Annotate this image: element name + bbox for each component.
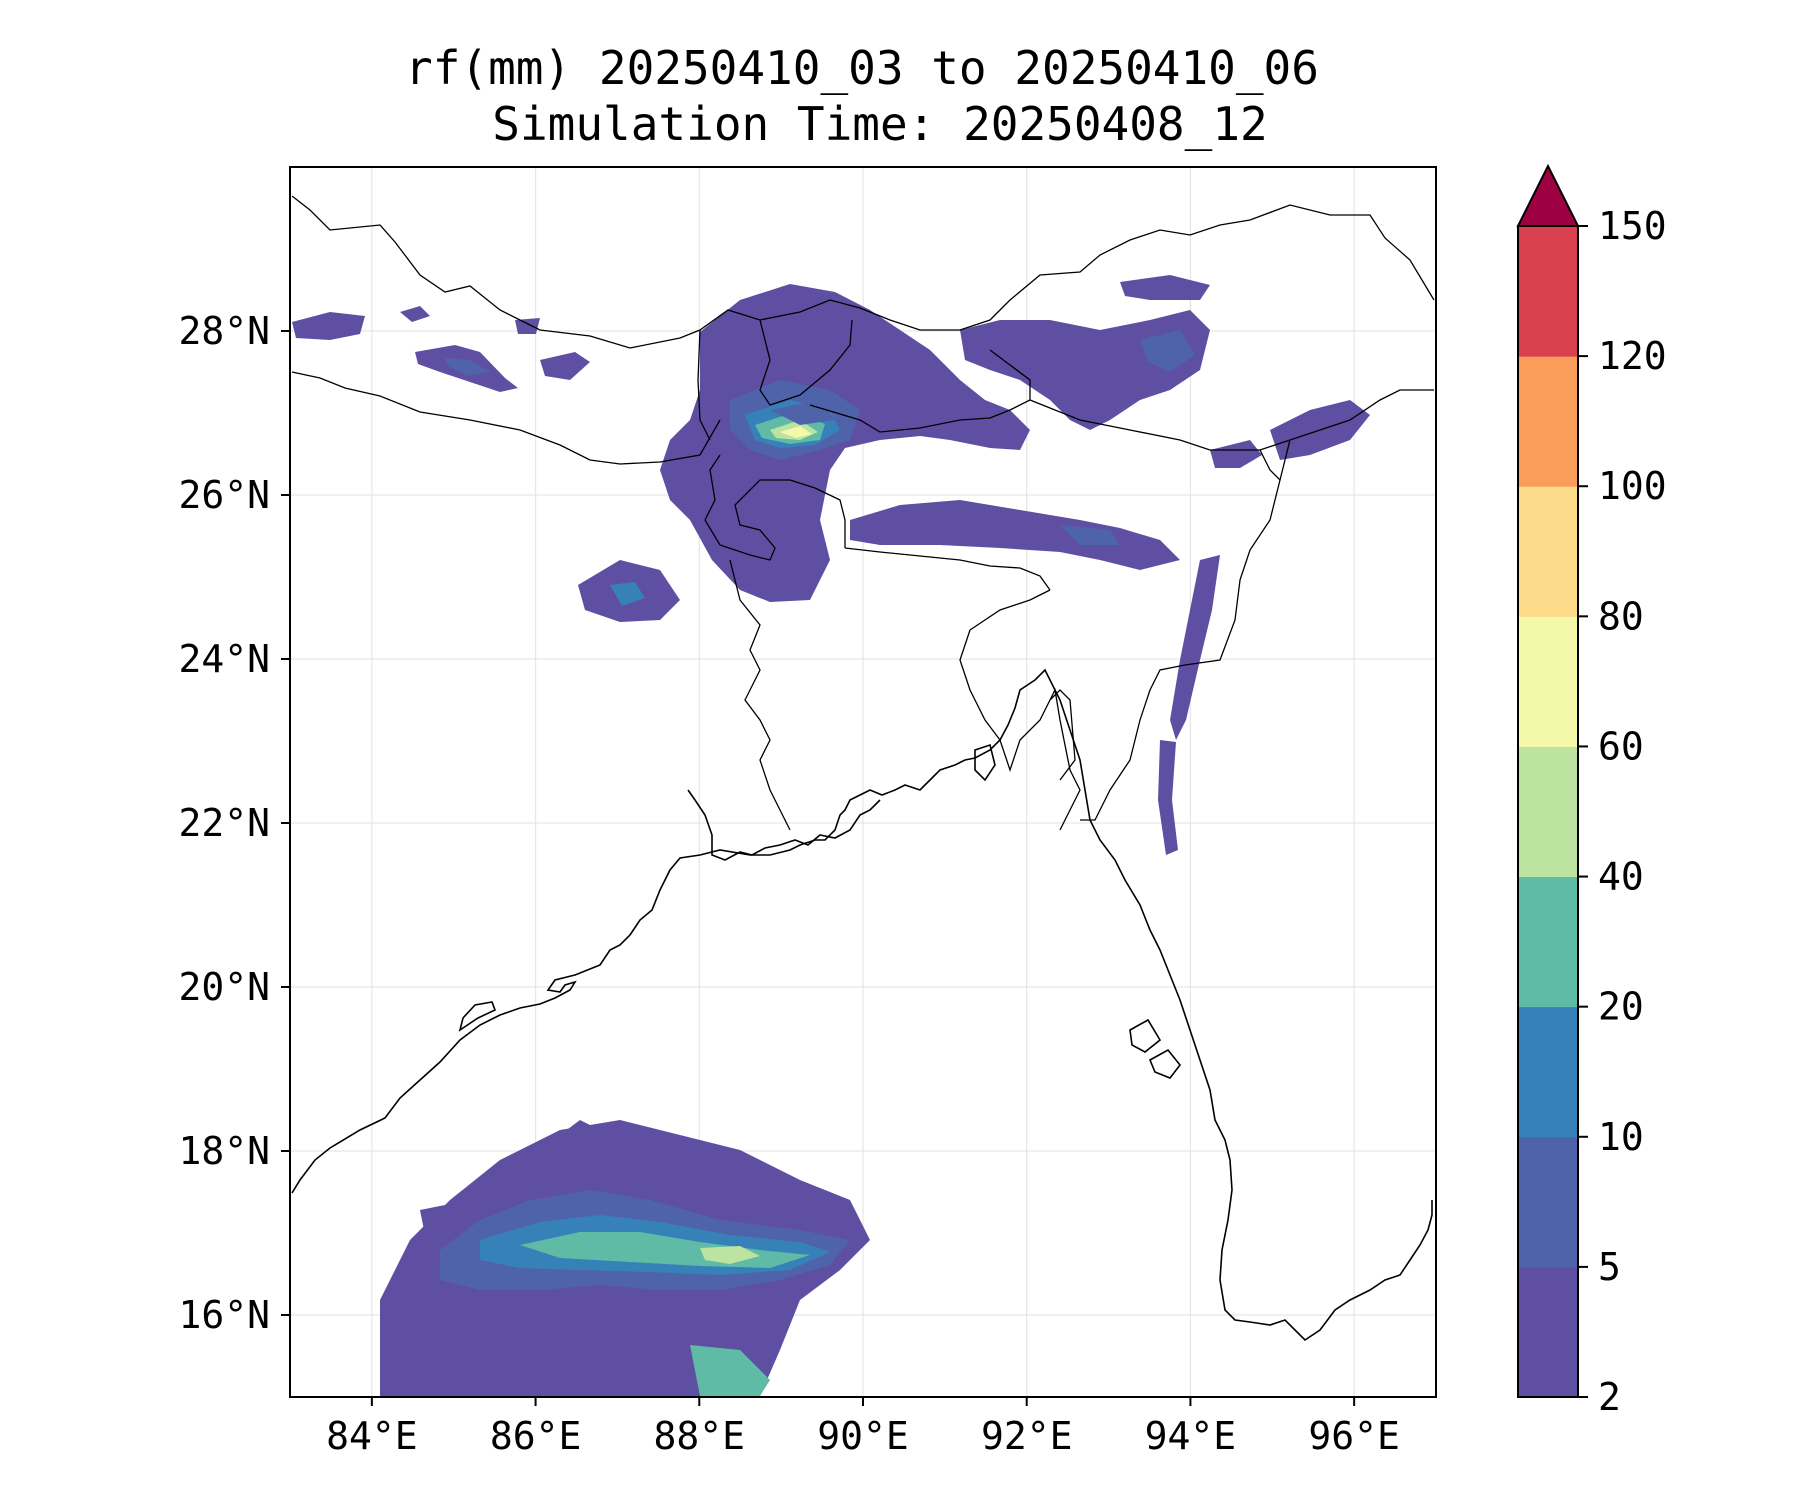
colorbar-segment xyxy=(1518,486,1578,617)
border-wb-north xyxy=(704,454,846,561)
rain-patch-nepal-small2 xyxy=(400,306,430,322)
rain-patch-jharkhand-core xyxy=(610,582,645,606)
x-tick-label: 84°E xyxy=(326,1414,418,1458)
colorbar-tick-label: 20 xyxy=(1598,985,1644,1029)
x-tick-label: 94°E xyxy=(1145,1414,1237,1458)
y-tick-label: 18°N xyxy=(178,1129,270,1173)
x-tick-label: 96°E xyxy=(1308,1414,1400,1458)
colorbar-segment xyxy=(1518,746,1578,878)
border-assam-east xyxy=(1029,389,1434,451)
colorbar-segment xyxy=(1518,616,1578,747)
colorbar-tick-label: 100 xyxy=(1598,464,1667,508)
coastline-chilika xyxy=(458,1001,497,1032)
colorbar-tick-label: 40 xyxy=(1598,855,1644,899)
border-bangladesh-north xyxy=(844,547,1051,591)
gridlines xyxy=(290,167,1436,1397)
border-bhutan xyxy=(809,349,1031,433)
border-bangladesh-east xyxy=(959,589,1081,831)
x-tick-label: 92°E xyxy=(981,1414,1073,1458)
colorbar-segment xyxy=(1518,1136,1578,1268)
x-tick-label: 86°E xyxy=(490,1414,582,1458)
rain-patch-sikkim-80mm xyxy=(780,426,812,438)
colorbar-segment xyxy=(1518,1266,1578,1398)
x-tick-label: 90°E xyxy=(817,1414,909,1458)
x-axis-ticks: 84°E 86°E 88°E 90°E 92°E 94°E 96°E xyxy=(326,1397,1400,1458)
rain-patch-arunachal-se2 xyxy=(1210,440,1262,468)
rain-patch-arunachal-core xyxy=(1140,330,1195,372)
colorbar-segment xyxy=(1518,1006,1578,1138)
colorbar-tick-label: 2 xyxy=(1598,1375,1621,1419)
colorbar-tick-label: 60 xyxy=(1598,724,1644,768)
border-himalaya xyxy=(291,195,1435,349)
rain-patch-naga-stripe xyxy=(1170,555,1220,740)
coastline xyxy=(291,668,1433,1342)
border-myanmar-india xyxy=(1259,449,1281,481)
coastline-sundarbans xyxy=(687,789,881,861)
rain-patch-bay-south-west xyxy=(420,1205,450,1235)
y-tick-label: 26°N xyxy=(178,473,270,517)
y-axis-ticks: 28°N 26°N 24°N 22°N 20°N 18°N 16°N xyxy=(178,309,290,1337)
border-assam-south xyxy=(1080,439,1291,821)
rain-patch-bay-top xyxy=(540,1120,600,1160)
y-tick-label: 28°N xyxy=(178,309,270,353)
y-tick-label: 16°N xyxy=(178,1293,270,1337)
rain-patch-nepal-small1 xyxy=(540,352,590,380)
rain-patch-ntb-north xyxy=(770,400,835,425)
colorbar-tick-label: 80 xyxy=(1598,594,1644,638)
coastline-cheduba xyxy=(1148,1048,1182,1079)
rain-patch-bay-south-60mm xyxy=(700,1246,760,1264)
colorbar-segment xyxy=(1518,226,1578,357)
border-bangladesh-west xyxy=(729,559,791,831)
colorbar-tick-label: 150 xyxy=(1598,204,1667,248)
colorbar-tick-label: 10 xyxy=(1598,1115,1644,1159)
rain-patch-sikkim-cluster xyxy=(660,284,1030,602)
colorbar-tick-label: 5 xyxy=(1598,1245,1621,1289)
border-nepal-south xyxy=(291,371,721,465)
x-tick-label: 88°E xyxy=(654,1414,746,1458)
colorbar-extend-arrow xyxy=(1516,163,1580,227)
y-tick-label: 24°N xyxy=(178,637,270,681)
colorbar: 2 5 10 20 40 60 80 100 120 150 xyxy=(1516,163,1667,1419)
title-line-1: rf(mm) 20250410_03 to 20250410_06 xyxy=(405,41,1319,95)
coastline-india-east xyxy=(291,668,1433,1342)
colorbar-outline xyxy=(1517,225,1579,1398)
y-tick-label: 20°N xyxy=(178,965,270,1009)
rain-patch-brahmaputra-core xyxy=(1060,525,1120,545)
colorbar-segment xyxy=(1518,876,1578,1008)
colorbar-tick-label: 120 xyxy=(1598,334,1667,378)
coastline-ramree xyxy=(1129,1018,1162,1053)
border-nepal-east xyxy=(697,329,711,441)
rainfall-shading xyxy=(292,275,1370,1396)
rain-patch-bay-south-extra xyxy=(690,1345,770,1396)
rain-patch-brahmaputra-band xyxy=(850,500,1180,570)
country-borders xyxy=(291,195,1435,831)
rain-patch-nepal-small3 xyxy=(515,318,540,334)
map-area: 84°E 86°E 88°E 90°E 92°E 94°E 96°E 28°N 26°N 24°… xyxy=(178,166,1437,1458)
border-sikkim xyxy=(759,319,853,406)
rain-patch-nepal-west xyxy=(292,312,365,340)
rain-patch-arunachal-north xyxy=(1120,275,1210,300)
coastline-bhola xyxy=(974,743,996,782)
y-tick-label: 22°N xyxy=(178,801,270,845)
title-line-2: Simulation Time: 20250408_12 xyxy=(492,97,1267,151)
rain-patch-mizoram-stripe xyxy=(1158,740,1178,855)
rain-patch-nepal-mid-core xyxy=(445,358,490,376)
colorbar-segment xyxy=(1518,356,1578,487)
